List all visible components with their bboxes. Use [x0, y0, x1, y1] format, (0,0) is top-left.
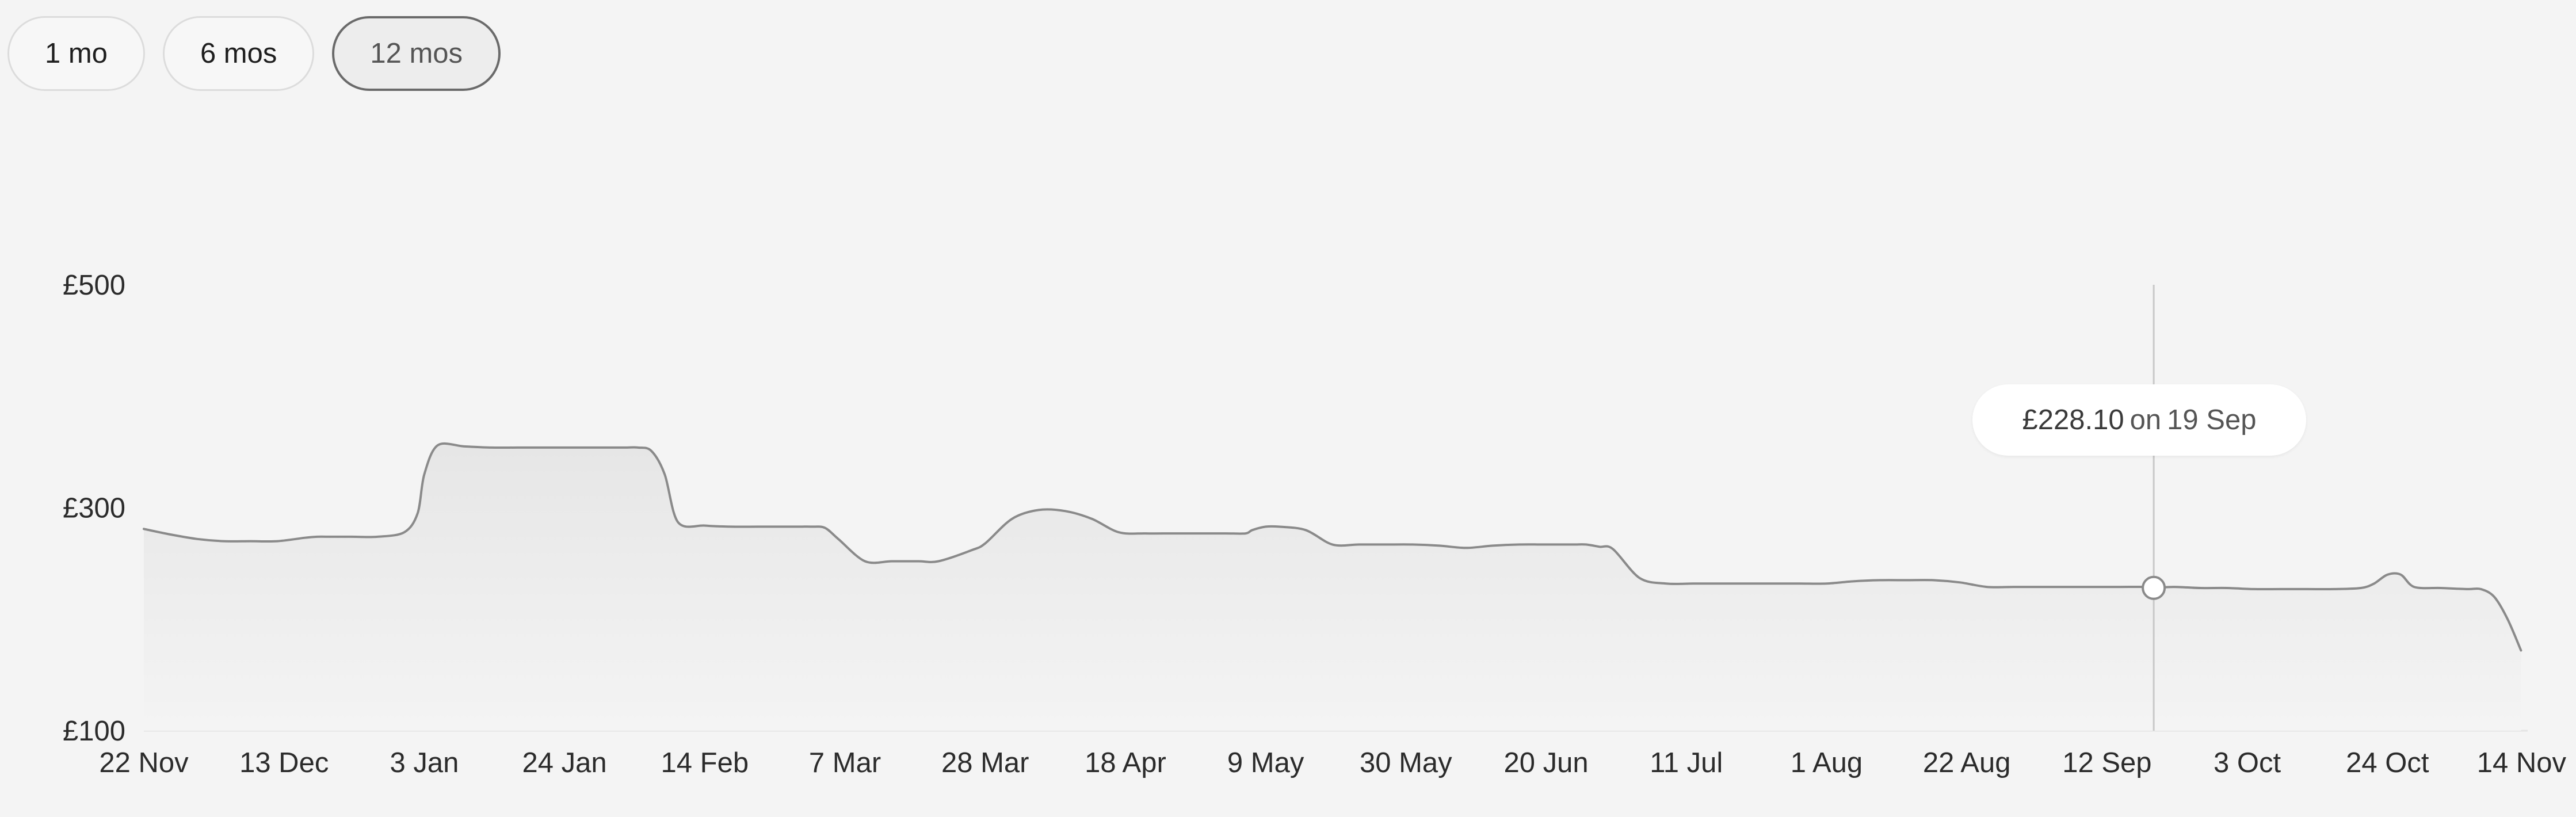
- range-6-months-button[interactable]: 6 mos: [162, 16, 315, 91]
- hover-point-marker[interactable]: [2142, 575, 2166, 600]
- price-area-fill: [144, 443, 2521, 731]
- tooltip-on: on: [2130, 404, 2162, 436]
- x-tick-label: 14 Nov: [2477, 747, 2567, 778]
- x-tick-label: 7 Mar: [809, 747, 881, 778]
- x-tick-label: 11 Jul: [1650, 747, 1723, 778]
- y-tick-label: £100: [63, 716, 125, 747]
- x-tick-label: 3 Oct: [2214, 747, 2281, 778]
- tooltip-date: 19 Sep: [2167, 404, 2257, 436]
- x-tick-label: 14 Feb: [661, 747, 749, 778]
- x-tick-label: 20 Jun: [1503, 747, 1588, 778]
- x-tick-label: 22 Nov: [99, 747, 189, 778]
- y-tick-label: £500: [63, 270, 125, 301]
- range-1-month-button[interactable]: 1 mo: [7, 16, 145, 91]
- x-tick-label: 18 Apr: [1085, 747, 1166, 778]
- x-axis: 22 Nov 13 Dec 3 Jan 24 Jan 14 Feb 7 Mar 28 Mar…: [99, 747, 2566, 778]
- x-tick-label: 30 May: [1360, 747, 1452, 778]
- price-tooltip: £228.10 on 19 Sep: [1972, 384, 2306, 456]
- x-tick-label: 12 Sep: [2062, 747, 2151, 778]
- x-tick-label: 3 Jan: [390, 747, 459, 778]
- range-selector: 1 mo 6 mos 12 mos: [7, 16, 501, 91]
- tooltip-price: £228.10: [2022, 404, 2124, 436]
- x-tick-label: 13 Dec: [239, 747, 329, 778]
- x-tick-label: 1 Aug: [1791, 747, 1863, 778]
- x-tick-label: 24 Oct: [2346, 747, 2429, 778]
- x-tick-label: 24 Jan: [522, 747, 607, 778]
- x-tick-label: 9 May: [1227, 747, 1304, 778]
- y-axis: £500 £300 £100: [63, 270, 125, 747]
- x-tick-label: 28 Mar: [941, 747, 1029, 778]
- range-12-months-button[interactable]: 12 mos: [332, 16, 501, 91]
- y-tick-label: £300: [63, 493, 125, 524]
- x-tick-label: 22 Aug: [1923, 747, 2011, 778]
